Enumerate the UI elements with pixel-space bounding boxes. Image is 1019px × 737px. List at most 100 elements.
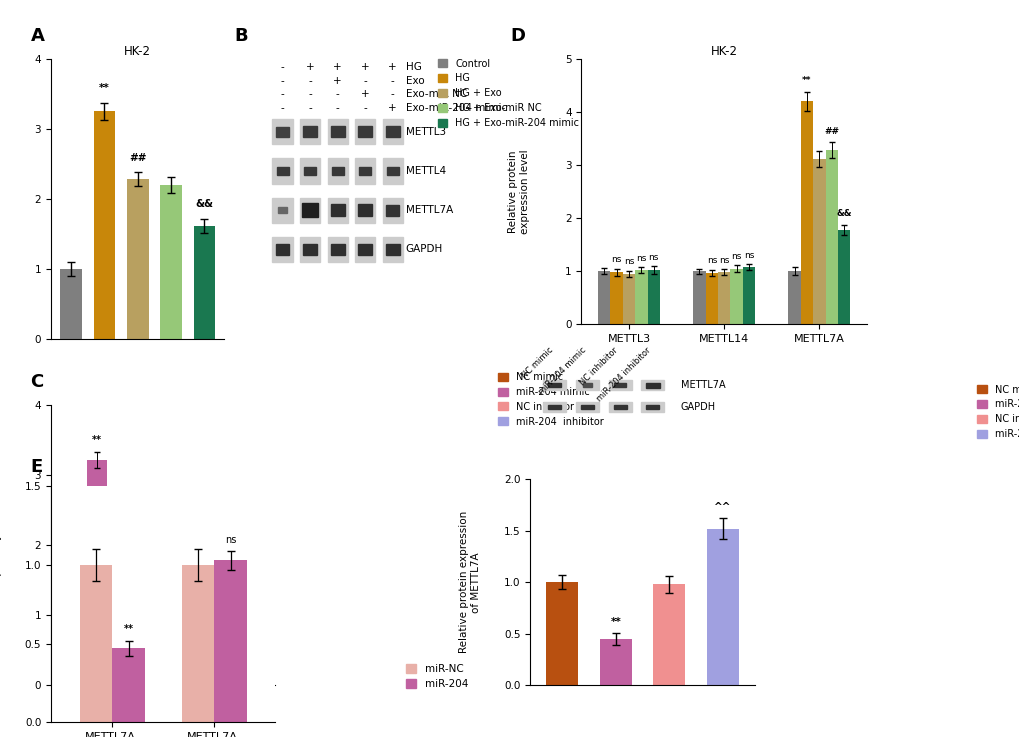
Text: **: ** [92,435,102,444]
Bar [382,158,403,184]
Text: +: + [333,76,341,85]
Bar [355,158,375,184]
Text: ns: ns [731,251,741,261]
Text: METTL7A: METTL7A [680,380,725,390]
Bar [304,167,316,175]
Bar [645,383,659,388]
Text: **: ** [123,624,133,635]
Bar [543,402,566,412]
Bar [717,272,730,324]
Bar [303,244,317,255]
Bar [382,198,403,223]
Text: NC mimic: NC mimic [520,346,554,380]
Bar [609,272,623,324]
Bar [705,273,717,324]
Text: -: - [280,89,284,99]
Text: ns: ns [648,254,658,262]
Bar [300,237,320,262]
Bar [302,203,318,217]
Title: HK-2: HK-2 [710,45,737,57]
Text: +: + [388,63,396,72]
Bar [327,158,347,184]
Bar [641,402,663,412]
Y-axis label: Relative mRNA
expression level: Relative mRNA expression level [0,503,2,587]
Text: +: + [306,63,314,72]
Bar [597,271,609,324]
Text: -: - [390,89,394,99]
Bar [112,649,145,722]
Bar [94,111,115,339]
Text: D: D [510,27,525,44]
Bar [107,612,127,685]
Bar [276,127,288,136]
Text: **: ** [610,617,621,626]
Bar [327,119,347,144]
Bar [635,270,647,324]
Bar [276,167,288,175]
Bar [599,639,632,685]
Text: ns: ns [224,534,236,545]
Text: **: ** [802,77,811,85]
Text: -: - [308,102,312,113]
Bar [358,204,372,217]
Bar [581,405,593,410]
Text: ns: ns [610,255,622,265]
Text: -: - [363,76,367,85]
Bar [382,119,403,144]
Bar [543,380,566,390]
Bar [194,226,215,339]
Text: -: - [335,102,339,113]
Bar [548,383,560,388]
Bar [272,237,292,262]
Bar [272,158,292,184]
Text: A: A [31,27,45,44]
Text: C: C [31,373,44,391]
Bar [385,244,399,255]
Bar [608,402,631,412]
Bar [623,274,635,324]
Bar [838,230,850,324]
Legend: miR-NC, miR-204: miR-NC, miR-204 [401,660,472,694]
Text: METTL4: METTL4 [406,166,445,176]
Bar [647,270,659,324]
Text: -: - [280,102,284,113]
Bar [652,584,685,685]
Text: -: - [308,76,312,85]
Text: ##: ## [128,153,147,164]
Text: +: + [388,102,396,113]
Bar [358,127,372,137]
Text: GAPDH: GAPDH [406,245,442,254]
Text: Exo: Exo [406,76,424,85]
Bar [385,127,399,137]
Bar [331,167,343,175]
Text: -: - [390,76,394,85]
Text: METTL7A: METTL7A [406,205,452,215]
Title: HK-2: HK-2 [124,45,151,57]
Text: ^^: ^^ [713,502,731,512]
Bar [576,402,598,412]
Text: **: ** [99,83,110,93]
Bar [613,383,626,388]
Bar [386,205,398,216]
Bar [386,167,398,175]
Bar [60,269,82,339]
Text: NC inhibitor: NC inhibitor [578,346,620,387]
Bar [812,158,824,324]
Text: -: - [280,76,284,85]
Text: &&: && [196,200,213,209]
Bar [330,127,344,137]
Text: Exo-miR NC: Exo-miR NC [406,89,467,99]
Bar [219,612,239,685]
Bar [178,615,199,685]
Y-axis label: Relative luciferase activtity: Relative luciferase activtity [0,533,2,676]
Bar [303,127,317,137]
Text: ns: ns [743,251,753,259]
Bar [277,207,287,213]
Bar [824,150,838,324]
Legend: NC mimic, miR-204 mimic, NC inhibitor, miR-204  inhibitor: NC mimic, miR-204 mimic, NC inhibitor, m… [972,381,1019,443]
Bar [382,237,403,262]
Bar [199,642,219,685]
Text: ns: ns [706,256,716,265]
Bar [355,198,375,223]
Bar [613,405,626,410]
